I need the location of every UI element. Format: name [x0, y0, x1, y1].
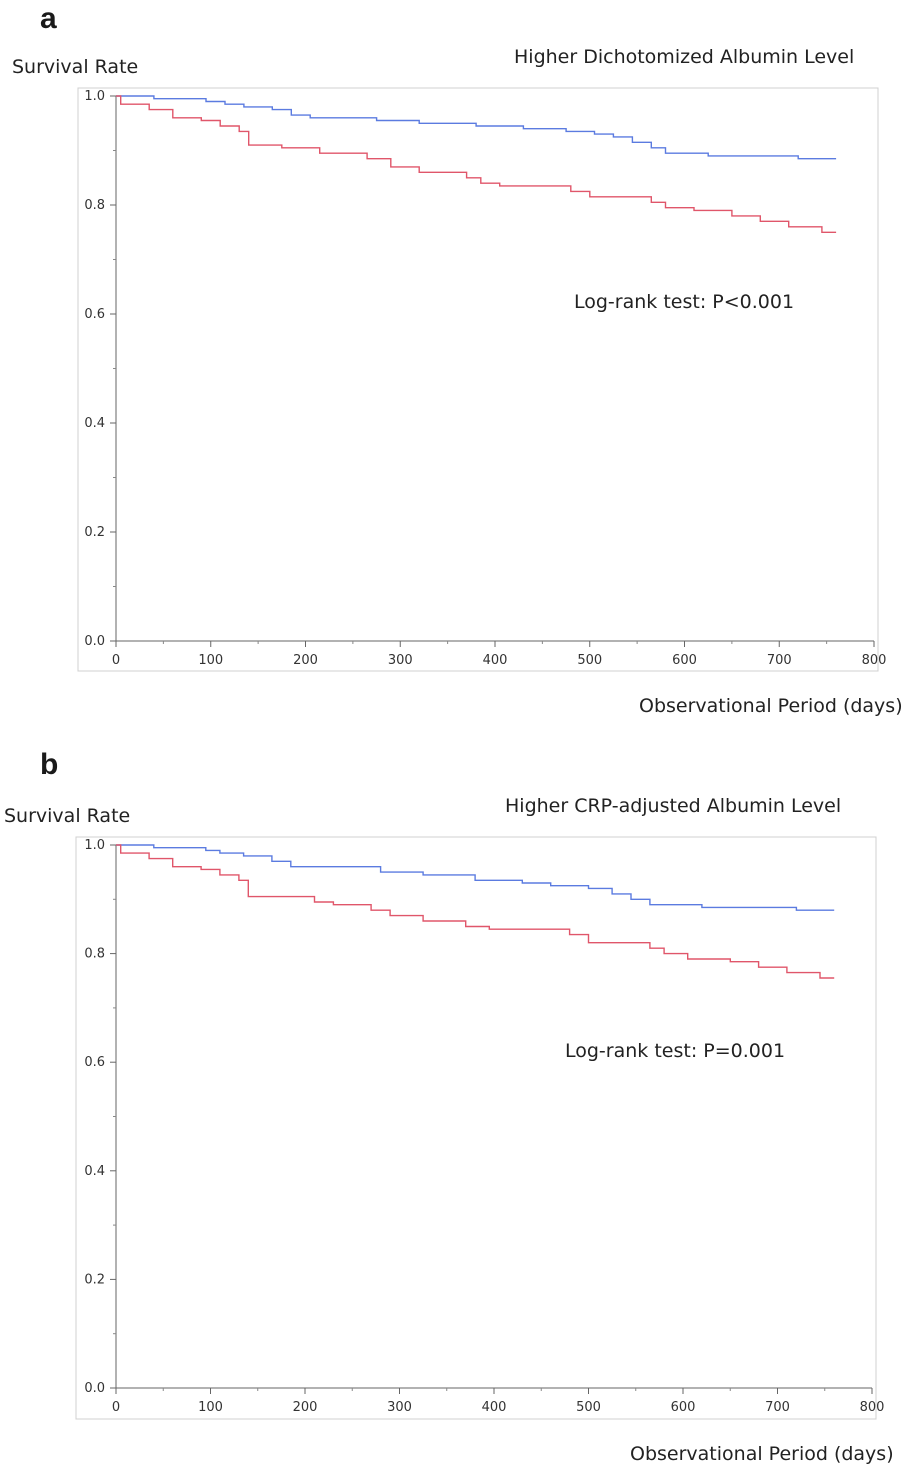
panel-b-y-tick-label: 0.8 [84, 947, 105, 962]
panel-a-annotation: Log-rank test: P<0.001 [574, 291, 795, 313]
panel-a-x-tick-label: 300 [388, 653, 413, 668]
panel-a-title: Higher Dichotomized Albumin Level [514, 46, 855, 68]
panel-b-x-tick-label: 200 [293, 1400, 318, 1415]
panel-b-ylabel: Survival Rate [4, 805, 131, 827]
panel-a-y-tick-label: 0.6 [84, 307, 105, 322]
panel-b-y-tick-label: 0.6 [84, 1055, 105, 1070]
panel-a-x-tick-label: 0 [112, 653, 120, 668]
panel-a-x-tick-label: 500 [577, 653, 602, 668]
panel-a-y-tick-label: 0.2 [84, 525, 105, 540]
panel-a-y-tick-label: 0.8 [84, 198, 105, 213]
panel-b-y-tick-label: 0.4 [84, 1164, 105, 1179]
panel-b-x-tick-label: 800 [860, 1400, 885, 1415]
panel-a-x-tick-label: 400 [483, 653, 508, 668]
panel-a-letter: a [40, 2, 57, 35]
panel-b-x-tick-label: 500 [576, 1400, 601, 1415]
panel-a-x-tick-label: 800 [862, 653, 887, 668]
panel-b-x-tick-label: 300 [387, 1400, 412, 1415]
panel-b-y-tick-label: 1.0 [84, 838, 105, 853]
panel-b-x-tick-label: 400 [482, 1400, 507, 1415]
panel-b-x-tick-label: 700 [765, 1400, 790, 1415]
panel-b-x-tick-label: 600 [671, 1400, 696, 1415]
panel-a-x-tick-label: 700 [767, 653, 792, 668]
panel-b-title: Higher CRP-adjusted Albumin Level [505, 795, 842, 817]
panel-a-chart: 0 100 200 300 400 500 600 700 800 0.0 0.2 0.4 0.6 0.8… [77, 87, 887, 672]
panel-a-curve-red [116, 95, 837, 234]
panel-a-x-tick-label: 200 [293, 653, 318, 668]
panel-a-y-tick-label: 1.0 [84, 89, 105, 104]
panel-a-x-tick-label: 600 [672, 653, 697, 668]
panel-b-x-tick-label: 0 [112, 1400, 120, 1415]
panel-b-letter: b [40, 748, 59, 781]
panel-a-curve-blue [116, 95, 837, 160]
panel-b-curve-red [116, 844, 835, 979]
panel-a-frame [77, 87, 879, 672]
panel-b-x-tick-label: 100 [198, 1400, 223, 1415]
panel-b-y-tick-label: 0.2 [84, 1272, 105, 1287]
panel-a-y-tick-label: 0.0 [84, 634, 105, 649]
panel-a-ylabel: Survival Rate [12, 56, 139, 78]
panel-b-curve-blue [116, 844, 835, 911]
panel-a-x-tick-label: 100 [198, 653, 223, 668]
panel-b-y-tick-label: 0.0 [84, 1381, 105, 1396]
panel-a-y-tick-label: 0.4 [84, 416, 105, 431]
panel-a-xlabel: Observational Period (days) [639, 695, 903, 717]
panel-b-annotation: Log-rank test: P=0.001 [565, 1040, 786, 1062]
panel-b-frame [75, 836, 877, 1420]
panel-b-xlabel: Observational Period (days) [630, 1443, 894, 1465]
